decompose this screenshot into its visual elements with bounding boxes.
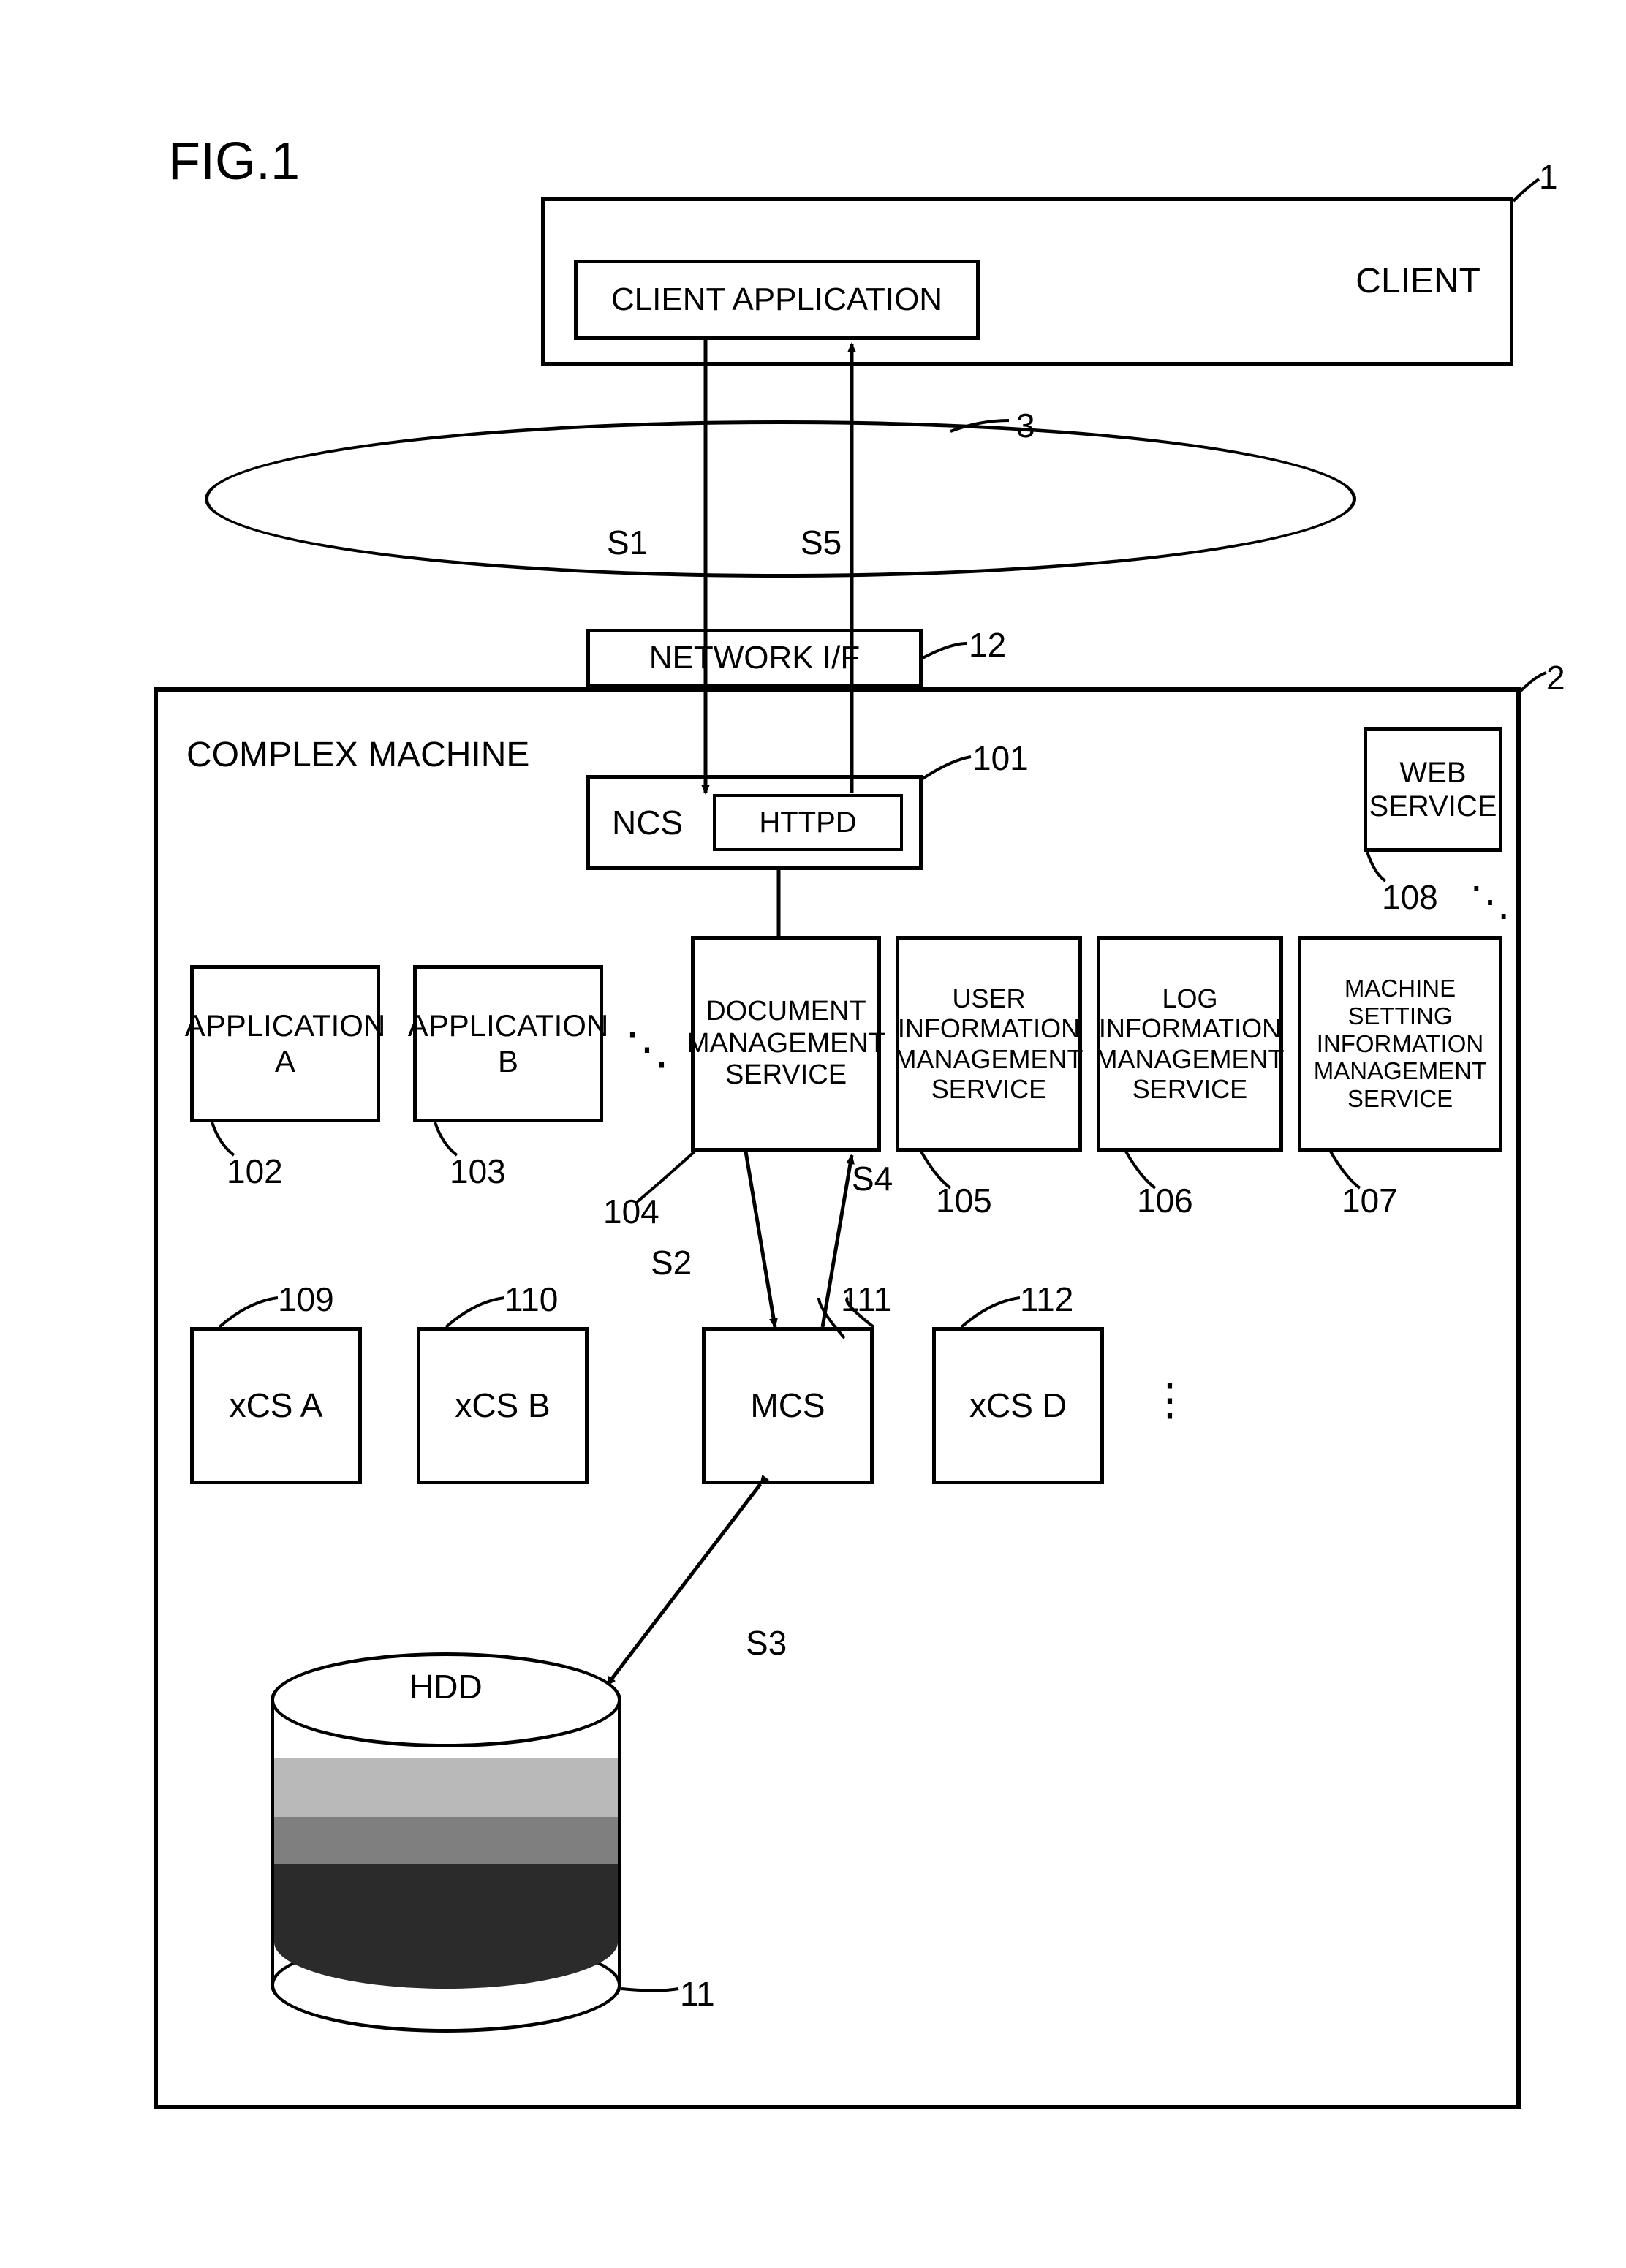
xcs-d-ref: 112 xyxy=(1020,1279,1073,1319)
client-ref: 1 xyxy=(1539,157,1558,197)
user-service-ref: 105 xyxy=(936,1181,992,1220)
client-application-box: CLIENT APPLICATION xyxy=(574,260,980,340)
network-ref: 3 xyxy=(1016,406,1035,445)
flow-s1-label: S1 xyxy=(607,523,648,562)
xcs-b-ref: 110 xyxy=(504,1279,558,1319)
web-service-label: WEB SERVICE xyxy=(1369,756,1497,823)
xcs-a-label: xCS A xyxy=(230,1386,323,1425)
log-service-box: LOG INFORMATION MANAGEMENT SERVICE xyxy=(1097,936,1283,1152)
mcs-label: MCS xyxy=(750,1386,825,1425)
xcs-d-label: xCS D xyxy=(969,1386,1067,1425)
network-if-label: NETWORK I/F xyxy=(649,640,860,677)
machine-setting-service-label: MACHINE SETTING INFORMATION MANAGEMENT S… xyxy=(1301,975,1499,1114)
log-service-label: LOG INFORMATION MANAGEMENT SERVICE xyxy=(1096,983,1285,1105)
hdd-label: HDD xyxy=(409,1667,483,1706)
mcs-ref: 111 xyxy=(841,1279,892,1319)
xcs-a-ref: 109 xyxy=(278,1279,334,1319)
hdd-ref: 11 xyxy=(680,1974,715,2014)
flow-s4-label: S4 xyxy=(852,1159,893,1198)
flow-s3-label: S3 xyxy=(746,1623,787,1663)
flow-s5-label: S5 xyxy=(801,523,842,562)
application-a-box: APPLICATION A xyxy=(190,965,380,1122)
application-a-ref: 102 xyxy=(227,1152,283,1191)
application-a-label: APPLICATION A xyxy=(185,1008,386,1079)
xcs-b-label: xCS B xyxy=(455,1386,550,1425)
flow-s2-label: S2 xyxy=(651,1243,692,1282)
complex-machine-label: COMPLEX MACHINE xyxy=(186,735,529,775)
document-service-box: DOCUMENT MANAGEMENT SERVICE xyxy=(691,936,881,1152)
figure-title: FIG.1 xyxy=(168,132,300,192)
xcs-b-box: xCS B xyxy=(417,1327,589,1484)
user-service-box: USER INFORMATION MANAGEMENT SERVICE xyxy=(896,936,1082,1152)
machine-setting-service-ref: 107 xyxy=(1342,1181,1398,1220)
network-if-ref: 12 xyxy=(969,625,1006,665)
ncs-ref: 101 xyxy=(972,738,1029,778)
mcs-box: MCS xyxy=(702,1327,874,1484)
complex-machine-ref: 2 xyxy=(1546,658,1565,698)
log-service-ref: 106 xyxy=(1137,1181,1193,1220)
httpd-box: HTTPD xyxy=(713,794,903,851)
application-b-label: APPLICATION B xyxy=(408,1008,609,1079)
xcs-a-box: xCS A xyxy=(190,1327,362,1484)
ncs-label: NCS xyxy=(612,804,683,842)
document-service-label: DOCUMENT MANAGEMENT SERVICE xyxy=(687,996,885,1092)
httpd-label: HTTPD xyxy=(759,806,856,839)
machine-setting-service-box: MACHINE SETTING INFORMATION MANAGEMENT S… xyxy=(1298,936,1502,1152)
client-label: CLIENT xyxy=(1355,261,1481,301)
document-service-ref: 104 xyxy=(603,1192,659,1231)
diagram-canvas: FIG.1 CLIENT 1 CLIENT APPLICATION 3 COMP… xyxy=(0,0,1626,2268)
ellipsis-cs: ⋮ xyxy=(1148,1375,1199,1426)
user-service-label: USER INFORMATION MANAGEMENT SERVICE xyxy=(895,983,1084,1105)
application-b-ref: 103 xyxy=(450,1152,506,1191)
ellipsis-services-1: ⋱ xyxy=(625,1024,669,1075)
web-service-ref: 108 xyxy=(1382,877,1438,917)
application-b-box: APPLICATION B xyxy=(413,965,603,1122)
network-if-box: NETWORK I/F xyxy=(586,629,923,687)
client-application-label: CLIENT APPLICATION xyxy=(611,281,942,319)
network-oval xyxy=(205,420,1356,578)
ellipsis-web: ⋱ xyxy=(1470,877,1510,926)
xcs-d-box: xCS D xyxy=(932,1327,1104,1484)
web-service-box: WEB SERVICE xyxy=(1364,727,1502,852)
hdd-cylinder xyxy=(271,1652,621,2033)
